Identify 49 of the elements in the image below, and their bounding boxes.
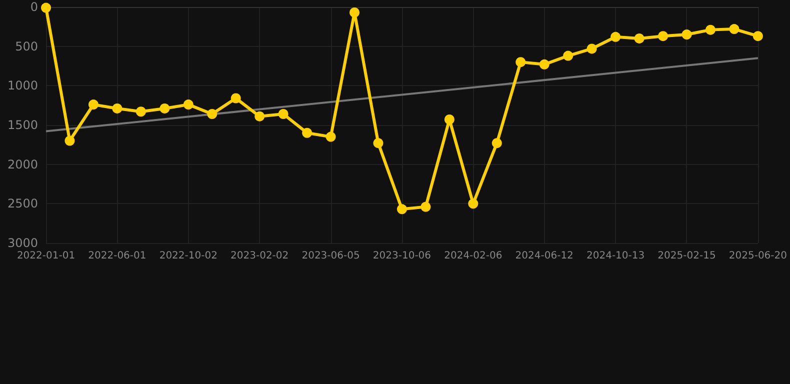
point xyxy=(64,136,75,146)
point xyxy=(468,198,478,209)
x-tick-label: 2024-10-13 xyxy=(586,250,645,262)
x-tick-label: 2025-06-20 xyxy=(728,250,788,262)
point xyxy=(539,59,550,70)
x-tick-label: 2022-06-01 xyxy=(88,250,146,262)
x-tick-label: 2022-01-01 xyxy=(16,250,76,262)
x-tick-label: 2024-02-06 xyxy=(444,250,502,262)
point xyxy=(516,57,526,68)
y-tick-label: 3000 xyxy=(7,236,38,250)
point xyxy=(658,31,668,42)
point xyxy=(705,24,716,35)
y-tick-label: 1500 xyxy=(7,118,38,132)
x-tick-label: 2023-06-05 xyxy=(302,250,360,262)
point xyxy=(729,24,740,34)
y-tick-label: 0 xyxy=(30,0,38,14)
point xyxy=(302,128,312,138)
point xyxy=(682,30,692,40)
point xyxy=(444,114,454,124)
point xyxy=(373,138,384,148)
y-tick-label: 500 xyxy=(15,39,38,54)
point xyxy=(41,2,51,13)
y-tick-label: 2500 xyxy=(7,196,38,211)
point xyxy=(254,111,265,122)
x-tick-label: 2024-06-12 xyxy=(515,250,574,262)
point xyxy=(112,103,122,114)
point xyxy=(634,33,644,44)
point xyxy=(230,93,241,104)
point xyxy=(752,31,763,42)
point xyxy=(88,100,98,110)
x-tick-label: 2025-02-15 xyxy=(658,250,716,262)
point xyxy=(326,132,336,142)
point xyxy=(160,103,170,114)
point xyxy=(610,32,621,42)
point xyxy=(183,100,194,110)
point xyxy=(350,8,360,18)
y-tick-label: 2000 xyxy=(7,157,38,172)
x-tick-label: 2023-02-02 xyxy=(230,250,289,262)
x-tick-label: 2022-10-02 xyxy=(159,250,218,262)
point xyxy=(563,50,574,61)
point xyxy=(586,44,597,54)
point xyxy=(492,138,502,148)
point xyxy=(396,204,407,214)
point xyxy=(420,202,431,212)
x-tick-label: 2023-10-06 xyxy=(372,250,432,262)
y-tick-label: 1000 xyxy=(7,78,38,93)
point xyxy=(207,108,218,119)
point xyxy=(136,106,146,117)
point xyxy=(278,108,288,119)
